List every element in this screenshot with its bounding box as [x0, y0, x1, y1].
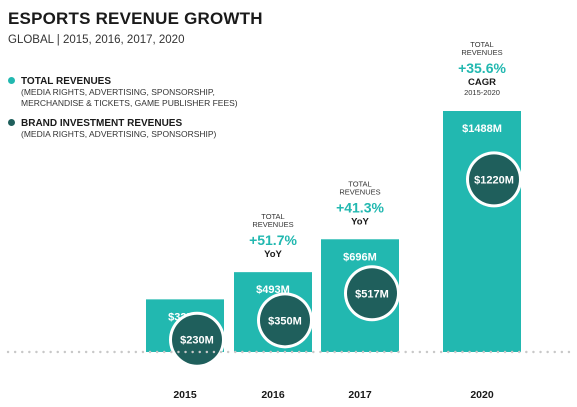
legend-dot-total: [8, 76, 15, 84]
bar-total-label-2020: $1488M: [462, 123, 502, 135]
annotation-sublabel-2020: 2015-2020: [464, 88, 500, 97]
annotation-heading2-2020: REVENUES: [461, 48, 502, 57]
legend-item-total-revenues: TOTAL REVENUES (MEDIA RIGHTS, ADVERTISIN…: [8, 76, 238, 109]
bar-total-label-2017: $696M: [343, 251, 377, 263]
bubble-brand-label-2017: $517M: [355, 288, 389, 300]
legend-label-total: TOTAL REVENUES: [21, 76, 112, 87]
legend-desc-total-line2: MERCHANDISE & TICKETS, GAME PUBLISHER FE…: [21, 98, 238, 108]
x-tick-label-2020: 2020: [470, 389, 494, 401]
annotation-heading2-2016: REVENUES: [252, 220, 293, 229]
chart-title: ESPORTS REVENUE GROWTH: [8, 9, 263, 28]
annotation-heading1-2017: TOTAL: [348, 179, 371, 188]
legend-label-brand: BRAND INVESTMENT REVENUES: [21, 118, 183, 129]
annotation-heading1-2020: TOTAL: [470, 40, 493, 49]
annotation-value-2017: +41.3%: [336, 199, 384, 215]
legend-dot-brand: [8, 118, 15, 126]
x-tick-label-2017: 2017: [348, 389, 372, 401]
annotation-value-2020: +35.6%: [458, 60, 506, 76]
annotation-heading1-2016: TOTAL: [261, 212, 284, 221]
annotation-value-2016: +51.7%: [249, 232, 297, 248]
annotation-heading2-2017: REVENUES: [339, 187, 380, 196]
chart-subtitle: GLOBAL | 2015, 2016, 2017, 2020: [8, 34, 185, 46]
annotation-label-2020: CAGR: [468, 77, 496, 88]
bubble-brand-label-2015: $230M: [180, 335, 214, 347]
bubble-brand-2017: [347, 268, 397, 319]
bubble-brand-2016: [260, 295, 310, 346]
legend-desc-total-line1: (MEDIA RIGHTS, ADVERTISING, SPONSORSHIP,: [21, 87, 215, 97]
x-tick-label-2016: 2016: [261, 389, 285, 401]
x-tick-label-2015: 2015: [173, 389, 197, 401]
bubble-brand-label-2016: $350M: [268, 315, 302, 327]
bar-total-2020: [443, 111, 521, 352]
annotation-label-2016: YoY: [264, 249, 282, 260]
legend-item-brand-investment: BRAND INVESTMENT REVENUES (MEDIA RIGHTS,…: [8, 118, 216, 140]
bubble-brand-2020: [469, 154, 519, 205]
legend-desc-brand: (MEDIA RIGHTS, ADVERTISING, SPONSORSHIP): [21, 129, 217, 139]
annotation-label-2017: YoY: [351, 216, 369, 227]
bubble-brand-label-2020: $1220M: [474, 174, 514, 186]
